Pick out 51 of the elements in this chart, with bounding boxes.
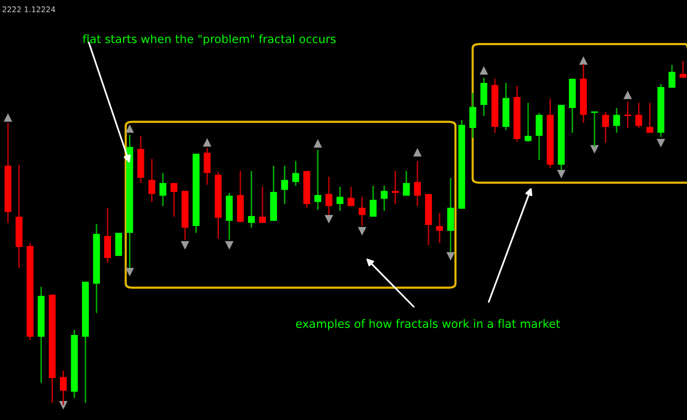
candlestick (635, 102, 642, 129)
annotation: examples of how fractals work in a flat market (296, 319, 560, 330)
point (225, 241, 234, 249)
point (480, 67, 488, 75)
candlestick (314, 149, 322, 211)
candlestick (159, 172, 166, 207)
candlestick (436, 212, 443, 244)
point (126, 125, 134, 133)
candlestick (402, 170, 410, 196)
point (358, 226, 366, 235)
candlestick (524, 102, 532, 142)
candlestick (370, 185, 377, 218)
point (203, 138, 211, 147)
candlestick (414, 160, 421, 207)
candlestick (624, 101, 632, 129)
candlestick (613, 107, 620, 134)
candlestick (680, 60, 686, 78)
candlestick (170, 182, 178, 218)
candlestick (358, 196, 366, 227)
candlestick (469, 92, 476, 139)
point (624, 91, 632, 100)
candlestick (348, 186, 354, 207)
candlestick (259, 186, 266, 224)
candlestick (380, 185, 388, 212)
candlestick (392, 170, 399, 205)
candlestick (336, 186, 344, 212)
candlestick (115, 232, 122, 257)
candlestick (536, 112, 543, 161)
point (446, 252, 454, 260)
point (580, 57, 588, 65)
point (657, 138, 665, 147)
candlestick (602, 111, 609, 144)
text: flat starts when the "problem" fractal occurs (82, 34, 336, 46)
candlestick (668, 64, 676, 88)
point (314, 140, 322, 148)
candlestick (104, 207, 111, 264)
point (181, 241, 189, 249)
candlestick (204, 147, 211, 186)
candlestick (480, 77, 488, 117)
point (4, 114, 12, 122)
candlestick (447, 177, 454, 252)
candlestick (646, 102, 654, 134)
candlestick (248, 170, 255, 228)
point (325, 214, 333, 223)
candlestick (292, 160, 300, 186)
candlestick (148, 158, 156, 203)
candlestick (281, 165, 288, 205)
point (590, 145, 598, 153)
point (557, 170, 566, 178)
point (126, 268, 134, 276)
point (414, 148, 422, 157)
